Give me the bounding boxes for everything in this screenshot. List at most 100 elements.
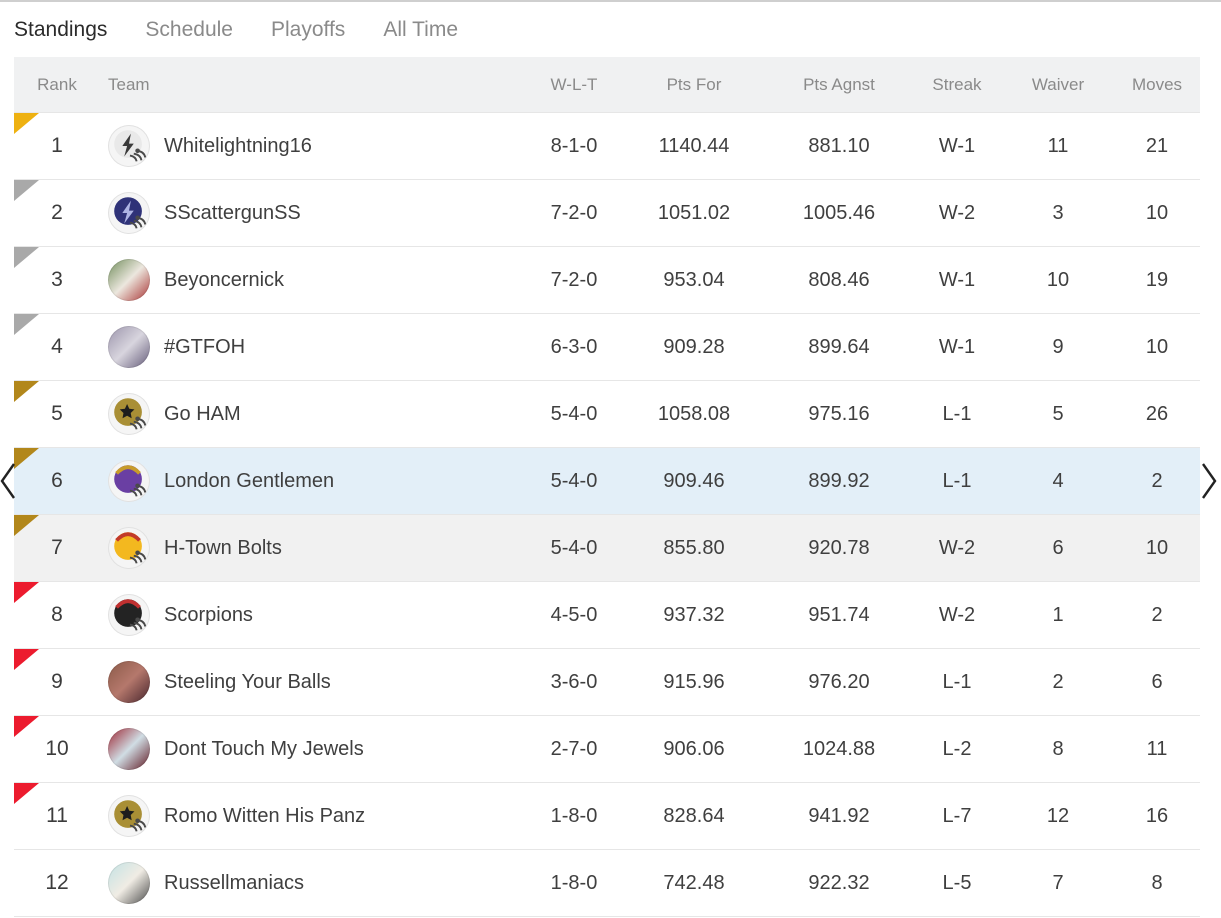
- header-moves: Moves: [1131, 74, 1183, 94]
- team-cell: Steeling Your Balls: [100, 661, 526, 703]
- table-row[interactable]: 11 Romo Witten His Panz 1-8-0: [14, 782, 1200, 849]
- wlt-value: 6-3-0: [550, 335, 598, 358]
- pts-agnst-value: 976.20: [808, 670, 870, 693]
- pts-for-value: 1058.08: [657, 402, 731, 425]
- team-name-link[interactable]: Dont Touch My Jewels: [164, 737, 364, 760]
- header-rank: Rank: [37, 74, 77, 94]
- wlt-value: 7-2-0: [550, 268, 598, 291]
- pts-agnst-value: 941.92: [808, 804, 870, 827]
- streak-value: L-5: [942, 871, 972, 894]
- pts-for-value: 909.28: [663, 335, 725, 358]
- waiver-value: 1: [1052, 603, 1064, 626]
- team-cell: Russellmaniacs: [100, 862, 526, 904]
- waiver-value: 7: [1052, 871, 1064, 894]
- tab-all-time[interactable]: All Time: [383, 17, 458, 41]
- pts-agnst-value: 881.10: [808, 134, 870, 157]
- rank-value: 12: [45, 871, 69, 894]
- wlt-value: 5-4-0: [550, 402, 598, 425]
- team-cell: Go HAM: [100, 393, 526, 435]
- team-name-link[interactable]: London Gentlemen: [164, 469, 335, 492]
- wlt-value: 1-8-0: [550, 871, 598, 894]
- moves-value: 11: [1146, 737, 1168, 760]
- table-body: 1 Whitelightning16 8-1-0 11 4: [0, 112, 1217, 917]
- helmet-icon: [114, 532, 147, 564]
- table-row[interactable]: 8 Scorpions 4-5-0 937.32: [14, 581, 1200, 648]
- tab-playoffs[interactable]: Playoffs: [270, 17, 346, 41]
- moves-value: 8: [1151, 871, 1163, 894]
- wlt-value: 4-5-0: [550, 603, 598, 626]
- moves-value: 26: [1145, 402, 1169, 425]
- table-row[interactable]: 7 H-Town Bolts 5-4-0 855.80: [14, 514, 1200, 581]
- rank-value: 9: [51, 670, 63, 693]
- team-logo-icon: [108, 527, 150, 569]
- streak-value: L-2: [942, 737, 972, 760]
- chevron-left-icon[interactable]: [0, 461, 16, 501]
- streak-value: L-7: [942, 804, 972, 827]
- table-row[interactable]: 9 Steeling Your Balls 3-6-0: [14, 648, 1200, 715]
- streak-value: L-1: [942, 670, 972, 693]
- team-name-link[interactable]: Go HAM: [164, 402, 241, 425]
- streak-value: L-1: [942, 402, 972, 425]
- moves-value: 21: [1145, 134, 1169, 157]
- pts-for-value: 953.04: [663, 268, 725, 291]
- pts-agnst-value: 922.32: [808, 871, 870, 894]
- team-logo-icon: [108, 862, 150, 904]
- pts-for-value: 915.96: [663, 670, 725, 693]
- corner-flag-icon: [14, 247, 39, 268]
- table-row[interactable]: 6 London Gentlemen 5-4-0 909: [0, 447, 1217, 514]
- pts-for-value: 742.48: [663, 871, 725, 894]
- table-row[interactable]: 5 Go HAM 5-4-0 1058.08 9: [14, 380, 1200, 447]
- team-name-link[interactable]: #GTFOH: [164, 335, 246, 358]
- header-waiver: Waiver: [1031, 74, 1085, 94]
- waiver-value: 3: [1052, 201, 1064, 224]
- streak-value: W-1: [938, 335, 976, 358]
- corner-flag-icon: [14, 180, 39, 201]
- rank-value: 6: [51, 469, 63, 492]
- moves-value: 16: [1145, 804, 1169, 827]
- team-logo-icon: [108, 125, 150, 167]
- waiver-value: 9: [1052, 335, 1064, 358]
- team-cell: Scorpions: [100, 594, 526, 636]
- team-name-link[interactable]: Whitelightning16: [164, 134, 312, 157]
- pts-agnst-value: 920.78: [808, 536, 870, 559]
- waiver-value: 2: [1052, 670, 1064, 693]
- rank-value: 4: [51, 335, 63, 358]
- team-logo-icon: [108, 192, 150, 234]
- table-row[interactable]: 4 #GTFOH 6-3-0 909.28 89: [14, 313, 1200, 380]
- team-logo-icon: [108, 259, 150, 301]
- team-name-link[interactable]: H-Town Bolts: [164, 536, 282, 559]
- corner-flag-icon: [14, 716, 39, 737]
- team-logo-icon: [108, 795, 150, 837]
- header-pts-agnst: Pts Agnst: [803, 74, 875, 94]
- streak-value: W-2: [938, 201, 976, 224]
- helmet-icon: [114, 800, 147, 832]
- pts-agnst-value: 951.74: [808, 603, 870, 626]
- team-name-link[interactable]: Beyoncernick: [164, 268, 285, 291]
- table-row[interactable]: 10 Dont Touch My Jewels 2-7-0: [14, 715, 1200, 782]
- team-name-link[interactable]: SScattergunSS: [164, 201, 301, 224]
- tab-standings[interactable]: Standings: [14, 17, 108, 41]
- team-name-link[interactable]: Russellmaniacs: [164, 871, 305, 894]
- rank-value: 1: [51, 134, 63, 157]
- tab-schedule[interactable]: Schedule: [145, 17, 233, 41]
- waiver-value: 11: [1047, 134, 1069, 157]
- wlt-value: 2-7-0: [550, 737, 598, 760]
- streak-value: W-1: [938, 268, 976, 291]
- team-name-link[interactable]: Scorpions: [164, 603, 253, 626]
- wlt-value: 5-4-0: [550, 536, 598, 559]
- team-cell: Romo Witten His Panz: [100, 795, 526, 837]
- pts-for-value: 1140.44: [658, 134, 730, 157]
- table-row[interactable]: 3 Beyoncernick 7-2-0 953.04: [14, 246, 1200, 313]
- pts-agnst-value: 975.16: [808, 402, 870, 425]
- wlt-value: 3-6-0: [550, 670, 598, 693]
- table-row[interactable]: 2 SScattergunSS 7-2-0 1051.0: [14, 179, 1200, 246]
- table-row[interactable]: 1 Whitelightning16 8-1-0 114: [14, 112, 1200, 179]
- team-name-link[interactable]: Steeling Your Balls: [164, 670, 331, 693]
- helmet-icon: [114, 398, 147, 430]
- table-row[interactable]: 12 Russellmaniacs 1-8-0 742.: [14, 849, 1200, 916]
- waiver-value: 12: [1046, 804, 1070, 827]
- team-name-link[interactable]: Romo Witten His Panz: [164, 804, 366, 827]
- chevron-right-icon[interactable]: [1201, 461, 1218, 501]
- team-logo-icon: [108, 661, 150, 703]
- team-logo-icon: [108, 326, 150, 368]
